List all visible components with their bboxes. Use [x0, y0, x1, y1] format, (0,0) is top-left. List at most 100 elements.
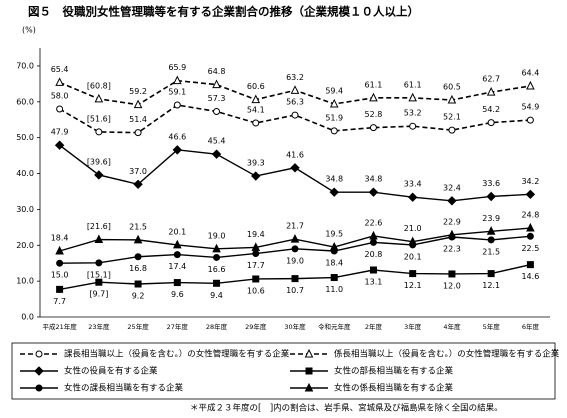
x-tick-label: 6年度 [522, 322, 540, 331]
data-label: 7.7 [53, 297, 66, 306]
chart-title: 図５ 役職別女性管理職等を有する企業割合の推移（企業規模１０人以上） [28, 5, 419, 19]
marker [486, 226, 496, 235]
data-label: 54.2 [482, 105, 500, 114]
marker [448, 270, 456, 278]
y-tick-label: 60.0 [16, 97, 34, 106]
data-label: 59.1 [168, 88, 186, 97]
marker [330, 274, 338, 282]
x-tick-label: 4年度 [443, 322, 461, 331]
data-label: 13.1 [365, 278, 383, 287]
marker [172, 145, 183, 155]
marker [526, 261, 534, 269]
data-label: 20.1 [168, 227, 186, 236]
legend-label: 女性の係長相当職を有する企業 [334, 383, 454, 394]
marker [526, 222, 535, 232]
marker [133, 179, 143, 190]
marker [290, 163, 300, 173]
marker [173, 279, 181, 287]
data-label: 60.5 [443, 83, 461, 92]
marker [55, 245, 64, 255]
marker [251, 171, 261, 181]
data-label: 58.0 [51, 91, 69, 100]
marker [172, 239, 182, 249]
legend-label: 女性の課長相当職を有する企業 [64, 383, 184, 394]
data-label: 10.6 [247, 286, 265, 295]
marker [251, 242, 261, 251]
data-label: 19.4 [247, 230, 265, 239]
data-label: 17.7 [247, 261, 265, 270]
data-label: 33.4 [404, 180, 422, 189]
legend-marker [35, 350, 43, 358]
marker [291, 111, 299, 119]
data-label: 24.8 [521, 211, 539, 220]
data-label: 37.0 [129, 167, 147, 176]
marker [94, 93, 104, 103]
x-tick-label: 平成21年度 [42, 322, 77, 331]
marker [329, 187, 339, 197]
data-label: 12.1 [482, 281, 500, 290]
marker [95, 128, 103, 136]
data-label: 18.4 [51, 234, 69, 243]
data-label: 21.5 [482, 247, 500, 256]
marker [526, 116, 534, 124]
data-label: 41.6 [286, 150, 304, 159]
data-label: 16.6 [208, 265, 226, 274]
legend-label: 課長相当職以上（役員を含む。）の女性管理職を有する企業 [64, 349, 290, 360]
marker [291, 275, 299, 283]
marker [486, 86, 496, 96]
marker [252, 275, 260, 283]
marker [290, 234, 300, 243]
data-label: 12.0 [443, 281, 461, 290]
data-label: 10.7 [286, 286, 304, 295]
marker [369, 92, 378, 102]
data-label: 18.4 [325, 259, 343, 268]
marker [172, 75, 182, 85]
marker [448, 126, 456, 134]
data-label: 51.4 [129, 115, 147, 124]
y-tick-label: 40.0 [16, 169, 34, 178]
marker [369, 238, 377, 246]
y-tick-label: 70.0 [16, 61, 34, 70]
legend-marker [304, 348, 314, 358]
data-label: 23.9 [482, 214, 500, 223]
data-label: 32.4 [443, 183, 461, 192]
data-label: 19.0 [286, 256, 304, 265]
marker [329, 241, 339, 251]
marker [408, 92, 418, 102]
marker [95, 259, 103, 267]
marker [368, 187, 379, 197]
data-label: 12.1 [404, 281, 422, 290]
marker [56, 285, 64, 293]
data-label: 16.8 [129, 264, 147, 273]
data-label: 22.3 [443, 245, 461, 254]
data-label: 33.6 [482, 179, 500, 188]
data-label: 9.6 [171, 290, 184, 299]
marker [487, 119, 495, 127]
marker [252, 119, 260, 127]
legend-label: 係長相当職以上（役員を含む。）の女性管理職を有する企業 [334, 349, 560, 360]
data-label: 64.4 [521, 69, 539, 78]
data-label: 59.2 [129, 87, 147, 96]
y-tick-label: 30.0 [16, 205, 34, 214]
legend-label: 女性の役員を有する企業 [64, 366, 158, 377]
data-label: 52.8 [365, 110, 383, 119]
data-label: 9.4 [210, 291, 223, 300]
x-tick-label: 27年度 [167, 322, 189, 331]
y-tick-label: 20.0 [16, 241, 34, 250]
marker [212, 243, 221, 253]
data-label: 14.6 [521, 272, 539, 281]
marker [133, 99, 143, 109]
data-label: 21.0 [404, 224, 422, 233]
marker [487, 270, 495, 278]
data-label: 51.9 [325, 113, 343, 122]
data-label: 21.5 [129, 222, 147, 231]
data-label: [51.6] [87, 114, 111, 123]
data-label: 61.1 [365, 80, 383, 89]
data-label: 62.7 [482, 75, 500, 84]
legend-marker [34, 366, 44, 376]
legend-label: 女性の部長相当職を有する企業 [334, 366, 454, 377]
data-label: 34.8 [365, 175, 383, 184]
marker [134, 129, 142, 137]
data-label: 52.1 [443, 113, 461, 122]
